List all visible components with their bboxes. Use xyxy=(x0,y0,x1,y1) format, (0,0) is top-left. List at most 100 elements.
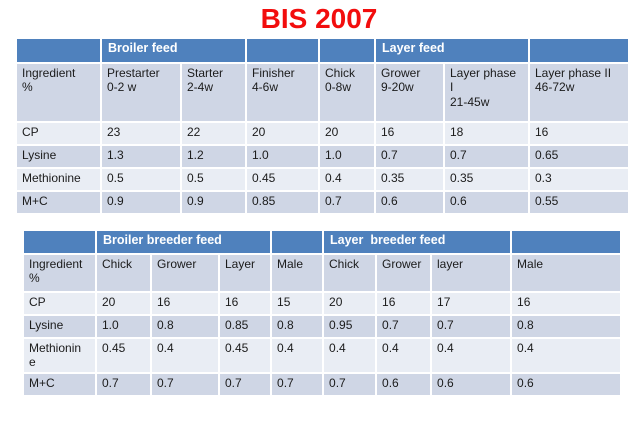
row-label: M+C xyxy=(15,189,102,215)
data-cell: 20 xyxy=(318,120,376,146)
data-cell: 0.55 xyxy=(528,189,630,215)
data-cell: 0.3 xyxy=(528,166,630,192)
column-header-cell: Layer phase II 46-72w xyxy=(528,61,630,123)
data-cell: 0.45 xyxy=(95,336,152,375)
group-header-cell: Broiler feed xyxy=(100,36,247,64)
data-cell: 0.35 xyxy=(443,166,530,192)
data-cell: 0.85 xyxy=(217,313,273,339)
group-header-cell xyxy=(318,36,376,64)
data-cell: 18 xyxy=(443,120,530,146)
data-cell: 0.85 xyxy=(245,189,320,215)
table-row: M+C 0.7 0.7 0.7 0.7 0.7 0.6 0.6 0.6 xyxy=(22,372,623,398)
data-cell: 0.9 xyxy=(100,189,182,215)
data-cell: 16 xyxy=(150,290,220,316)
data-cell: 20 xyxy=(95,290,152,316)
table-row: CP 23 22 20 20 16 18 16 xyxy=(15,120,630,146)
group-header-cell xyxy=(15,36,102,64)
data-cell: 0.8 xyxy=(510,313,623,339)
table-row: Methionine 0.45 0.4 0.45 0.4 0.4 0.4 0.4 0.4 xyxy=(22,336,623,375)
group-header-cell: Broiler breeder feed xyxy=(94,228,273,255)
data-cell: 0.6 xyxy=(374,189,445,215)
data-cell: 0.4 xyxy=(318,166,376,192)
data-cell: 16 xyxy=(510,290,623,316)
column-header-cell: Chick xyxy=(95,252,152,293)
data-cell: 0.4 xyxy=(510,336,623,375)
data-cell: 0.7 xyxy=(318,189,376,215)
column-header-cell: Starter 2-4w xyxy=(180,61,247,123)
data-cell: 0.9 xyxy=(180,189,247,215)
row-label: Methionine xyxy=(15,166,102,192)
data-cell: 16 xyxy=(528,120,630,146)
data-cell: 1.0 xyxy=(318,143,376,169)
data-cell: 0.45 xyxy=(217,336,273,375)
row-label: Lysine xyxy=(22,313,97,339)
data-cell: 23 xyxy=(100,120,182,146)
row-label: M+C xyxy=(22,372,97,398)
column-header-cell: layer xyxy=(430,252,513,293)
group-header-row: Broiler feed Layer feed xyxy=(15,36,630,64)
data-cell: 0.45 xyxy=(245,166,320,192)
data-cell: 0.7 xyxy=(322,372,378,398)
data-cell: 22 xyxy=(180,120,247,146)
group-header-cell xyxy=(510,228,623,255)
column-header-cell: Ingredient % xyxy=(22,252,97,293)
data-cell: 1.3 xyxy=(100,143,182,169)
column-header-cell: Grower xyxy=(375,252,433,293)
group-header-cell: Layer feed xyxy=(374,36,530,64)
group-header-cell: Layer breeder feed xyxy=(322,228,513,255)
data-cell: 0.6 xyxy=(510,372,623,398)
table-row: CP 20 16 16 15 20 16 17 16 xyxy=(22,290,623,316)
column-header-row: Ingredient % Chick Grower Layer Male Chick Gro… xyxy=(22,252,623,293)
table-row: Lysine 1.0 0.8 0.85 0.8 0.95 0.7 0.7 0.8 xyxy=(22,313,623,339)
row-label: Methionine xyxy=(22,336,97,375)
column-header-cell: Finisher 4-6w xyxy=(245,61,320,123)
data-cell: 15 xyxy=(270,290,325,316)
column-header-cell: Male xyxy=(510,252,623,293)
column-header-cell: Grower xyxy=(150,252,220,293)
data-cell: 16 xyxy=(375,290,433,316)
data-cell: 0.7 xyxy=(95,372,152,398)
data-cell: 16 xyxy=(217,290,273,316)
data-cell: 0.7 xyxy=(430,313,513,339)
column-header-row: Ingredient % Prestarter 0-2 w Starter 2-4w… xyxy=(15,61,630,123)
slide-title: BIS 2007 xyxy=(260,3,378,34)
row-label: CP xyxy=(15,120,102,146)
column-header-cell: Chick xyxy=(322,252,378,293)
data-cell: 20 xyxy=(322,290,378,316)
data-cell: 0.4 xyxy=(322,336,378,375)
table-row: Lysine 1.3 1.2 1.0 1.0 0.7 0.7 0.65 xyxy=(15,143,630,169)
breeder-feed-table: Broiler breeder feed Layer breeder feed In… xyxy=(22,228,623,398)
data-cell: 1.0 xyxy=(245,143,320,169)
table-row: M+C 0.9 0.9 0.85 0.7 0.6 0.6 0.55 xyxy=(15,189,630,215)
data-cell: 0.35 xyxy=(374,166,445,192)
row-label: Lysine xyxy=(15,143,102,169)
data-cell: 0.7 xyxy=(375,313,433,339)
data-cell: 0.7 xyxy=(374,143,445,169)
table-row: Methionine 0.5 0.5 0.45 0.4 0.35 0.35 0.3 xyxy=(15,166,630,192)
data-cell: 0.65 xyxy=(528,143,630,169)
column-header-cell: Ingredient % xyxy=(15,61,102,123)
data-cell: 0.8 xyxy=(150,313,220,339)
column-header-cell: Chick 0-8w xyxy=(318,61,376,123)
data-cell: 0.5 xyxy=(180,166,247,192)
data-cell: 0.4 xyxy=(150,336,220,375)
row-label: CP xyxy=(22,290,97,316)
group-header-cell xyxy=(22,228,97,255)
data-cell: 0.7 xyxy=(270,372,325,398)
data-cell: 0.7 xyxy=(443,143,530,169)
data-cell: 0.4 xyxy=(270,336,325,375)
data-cell: 0.95 xyxy=(322,313,378,339)
data-cell: 0.7 xyxy=(217,372,273,398)
group-header-cell xyxy=(270,228,325,255)
data-cell: 1.0 xyxy=(95,313,152,339)
data-cell: 16 xyxy=(374,120,445,146)
data-cell: 0.5 xyxy=(100,166,182,192)
data-cell: 0.6 xyxy=(443,189,530,215)
data-cell: 0.7 xyxy=(150,372,220,398)
data-cell: 20 xyxy=(245,120,320,146)
data-cell: 0.4 xyxy=(375,336,433,375)
group-header-row: Broiler breeder feed Layer breeder feed xyxy=(22,228,623,255)
data-cell: 0.6 xyxy=(430,372,513,398)
column-header-cell: Prestarter 0-2 w xyxy=(100,61,182,123)
